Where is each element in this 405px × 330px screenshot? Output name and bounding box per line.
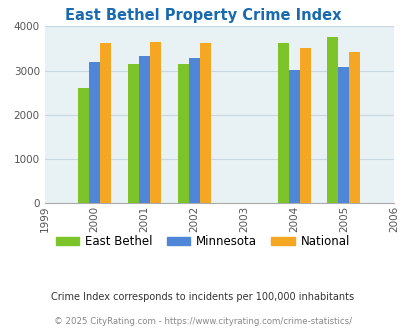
Bar xyxy=(199,43,210,203)
Bar xyxy=(139,56,149,203)
Bar xyxy=(327,37,338,203)
Legend: East Bethel, Minnesota, National: East Bethel, Minnesota, National xyxy=(51,231,354,253)
Bar xyxy=(188,58,199,203)
Bar xyxy=(338,67,349,203)
Bar xyxy=(149,42,160,203)
Text: East Bethel Property Crime Index: East Bethel Property Crime Index xyxy=(64,8,341,23)
Bar xyxy=(277,43,288,203)
Bar xyxy=(89,62,100,203)
Bar xyxy=(177,64,188,203)
Bar xyxy=(78,88,89,203)
Bar xyxy=(349,52,360,203)
Text: Crime Index corresponds to incidents per 100,000 inhabitants: Crime Index corresponds to incidents per… xyxy=(51,292,354,302)
Bar xyxy=(288,70,299,203)
Bar xyxy=(100,43,111,203)
Bar xyxy=(299,48,310,203)
Bar xyxy=(128,64,139,203)
Text: © 2025 CityRating.com - https://www.cityrating.com/crime-statistics/: © 2025 CityRating.com - https://www.city… xyxy=(54,317,351,326)
